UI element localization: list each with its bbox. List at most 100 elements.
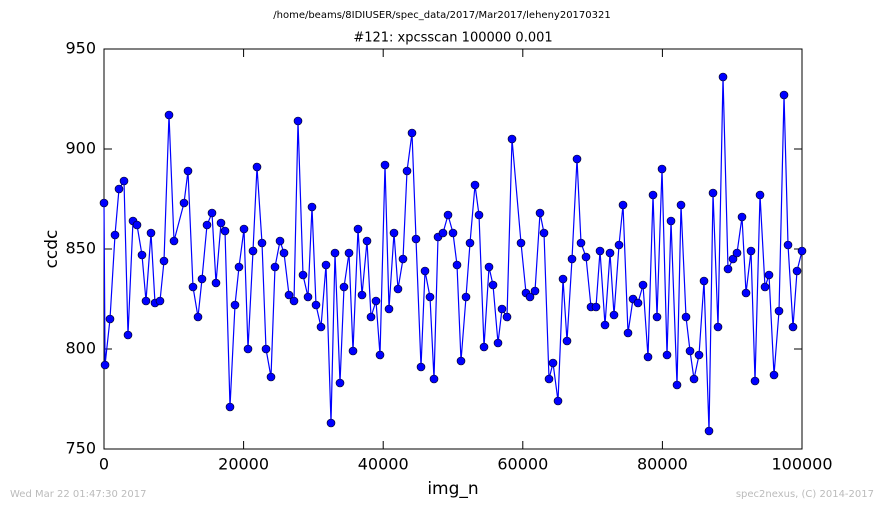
data-point bbox=[708, 188, 718, 198]
data-point bbox=[311, 300, 321, 310]
data-point bbox=[353, 224, 363, 234]
data-point bbox=[169, 236, 179, 246]
suptitle: /home/beams/8IDIUSER/spec_data/2017/Mar2… bbox=[273, 10, 610, 21]
data-point bbox=[326, 418, 336, 428]
data-point bbox=[164, 110, 174, 120]
data-point bbox=[662, 350, 672, 360]
data-point bbox=[380, 160, 390, 170]
data-point bbox=[689, 374, 699, 384]
data-point bbox=[507, 134, 517, 144]
data-point bbox=[456, 356, 466, 366]
data-point bbox=[623, 328, 633, 338]
data-point bbox=[638, 280, 648, 290]
data-point bbox=[357, 290, 367, 300]
data-point bbox=[443, 210, 453, 220]
data-point bbox=[614, 240, 624, 250]
data-point bbox=[266, 372, 276, 382]
data-point bbox=[384, 304, 394, 314]
data-point bbox=[774, 306, 784, 316]
data-point bbox=[718, 72, 728, 82]
data-point bbox=[792, 266, 802, 276]
data-point bbox=[416, 362, 426, 372]
data-point bbox=[420, 266, 430, 276]
data-point bbox=[348, 346, 358, 356]
data-point bbox=[303, 292, 313, 302]
x-tick-label: 60000 bbox=[497, 455, 548, 474]
data-point bbox=[279, 248, 289, 258]
data-point bbox=[694, 350, 704, 360]
data-point bbox=[243, 344, 253, 354]
data-point bbox=[581, 252, 591, 262]
data-point bbox=[389, 228, 399, 238]
data-point bbox=[438, 228, 448, 238]
data-point bbox=[193, 312, 203, 322]
data-point bbox=[188, 282, 198, 292]
data-point bbox=[239, 224, 249, 234]
y-tick-label: 900 bbox=[65, 139, 96, 158]
data-point bbox=[713, 322, 723, 332]
data-point bbox=[676, 200, 686, 210]
data-point bbox=[704, 426, 714, 436]
data-point bbox=[261, 344, 271, 354]
data-point bbox=[652, 312, 662, 322]
data-point bbox=[155, 296, 165, 306]
data-point bbox=[330, 248, 340, 258]
data-point bbox=[685, 346, 695, 356]
data-point bbox=[225, 402, 235, 412]
x-tick-label: 80000 bbox=[637, 455, 688, 474]
footer-right: spec2nexus, (C) 2014-2017 bbox=[736, 489, 874, 500]
data-point bbox=[298, 270, 308, 280]
data-point bbox=[681, 312, 691, 322]
data-point bbox=[732, 248, 742, 258]
data-point bbox=[633, 298, 643, 308]
y-tick-label: 800 bbox=[65, 339, 96, 358]
data-point bbox=[728, 254, 738, 264]
data-point bbox=[605, 248, 615, 258]
x-tick-label: 0 bbox=[99, 455, 109, 474]
data-point bbox=[535, 208, 545, 218]
data-point bbox=[666, 216, 676, 226]
data-point bbox=[335, 378, 345, 388]
x-tick-label: 20000 bbox=[218, 455, 269, 474]
data-point bbox=[137, 250, 147, 260]
data-point bbox=[788, 322, 798, 332]
data-point bbox=[502, 312, 512, 322]
data-point bbox=[159, 256, 169, 266]
data-point bbox=[760, 282, 770, 292]
data-point bbox=[755, 190, 765, 200]
y-tick-label: 950 bbox=[65, 39, 96, 58]
data-point bbox=[648, 190, 658, 200]
data-point bbox=[530, 286, 540, 296]
data-point bbox=[179, 198, 189, 208]
data-point bbox=[371, 296, 381, 306]
data-point bbox=[293, 116, 303, 126]
data-point bbox=[132, 220, 142, 230]
data-point bbox=[429, 374, 439, 384]
data-point bbox=[411, 234, 421, 244]
data-point bbox=[539, 228, 549, 238]
data-point bbox=[344, 248, 354, 258]
data-point bbox=[252, 162, 262, 172]
data-point bbox=[100, 360, 110, 370]
data-point bbox=[553, 396, 563, 406]
x-axis-label: img_n bbox=[427, 479, 478, 499]
data-point bbox=[493, 338, 503, 348]
data-point bbox=[99, 198, 109, 208]
data-point bbox=[183, 166, 193, 176]
data-point bbox=[393, 284, 403, 294]
data-point bbox=[488, 280, 498, 290]
data-point bbox=[572, 154, 582, 164]
data-point bbox=[452, 260, 462, 270]
data-point bbox=[609, 310, 619, 320]
data-point bbox=[576, 238, 586, 248]
data-point bbox=[618, 200, 628, 210]
data-point bbox=[672, 380, 682, 390]
data-point bbox=[402, 166, 412, 176]
data-point bbox=[398, 254, 408, 264]
data-point bbox=[779, 90, 789, 100]
data-point bbox=[339, 282, 349, 292]
data-point bbox=[741, 288, 751, 298]
data-point bbox=[699, 276, 709, 286]
data-point bbox=[197, 274, 207, 284]
data-point bbox=[257, 238, 267, 248]
